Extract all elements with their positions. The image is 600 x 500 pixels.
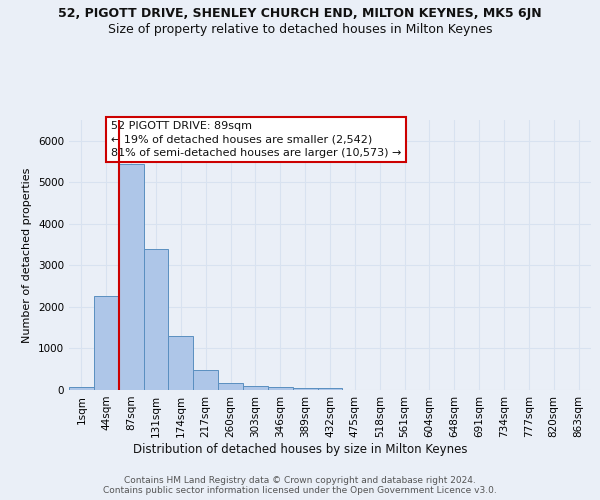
Text: 52, PIGOTT DRIVE, SHENLEY CHURCH END, MILTON KEYNES, MK5 6JN: 52, PIGOTT DRIVE, SHENLEY CHURCH END, MI… xyxy=(58,8,542,20)
Bar xyxy=(268,387,293,390)
Text: Contains HM Land Registry data © Crown copyright and database right 2024.
Contai: Contains HM Land Registry data © Crown c… xyxy=(103,476,497,495)
Text: Distribution of detached houses by size in Milton Keynes: Distribution of detached houses by size … xyxy=(133,442,467,456)
Bar xyxy=(193,370,218,390)
Bar xyxy=(243,386,268,390)
Text: 52 PIGOTT DRIVE: 89sqm
← 19% of detached houses are smaller (2,542)
81% of semi-: 52 PIGOTT DRIVE: 89sqm ← 19% of detached… xyxy=(111,122,401,158)
Bar xyxy=(69,387,94,390)
Bar xyxy=(143,249,169,390)
Text: Size of property relative to detached houses in Milton Keynes: Size of property relative to detached ho… xyxy=(108,22,492,36)
Bar xyxy=(317,388,343,390)
Y-axis label: Number of detached properties: Number of detached properties xyxy=(22,168,32,342)
Bar xyxy=(119,164,143,390)
Bar xyxy=(218,383,243,390)
Bar xyxy=(293,388,317,390)
Bar xyxy=(169,336,193,390)
Bar xyxy=(94,296,119,390)
